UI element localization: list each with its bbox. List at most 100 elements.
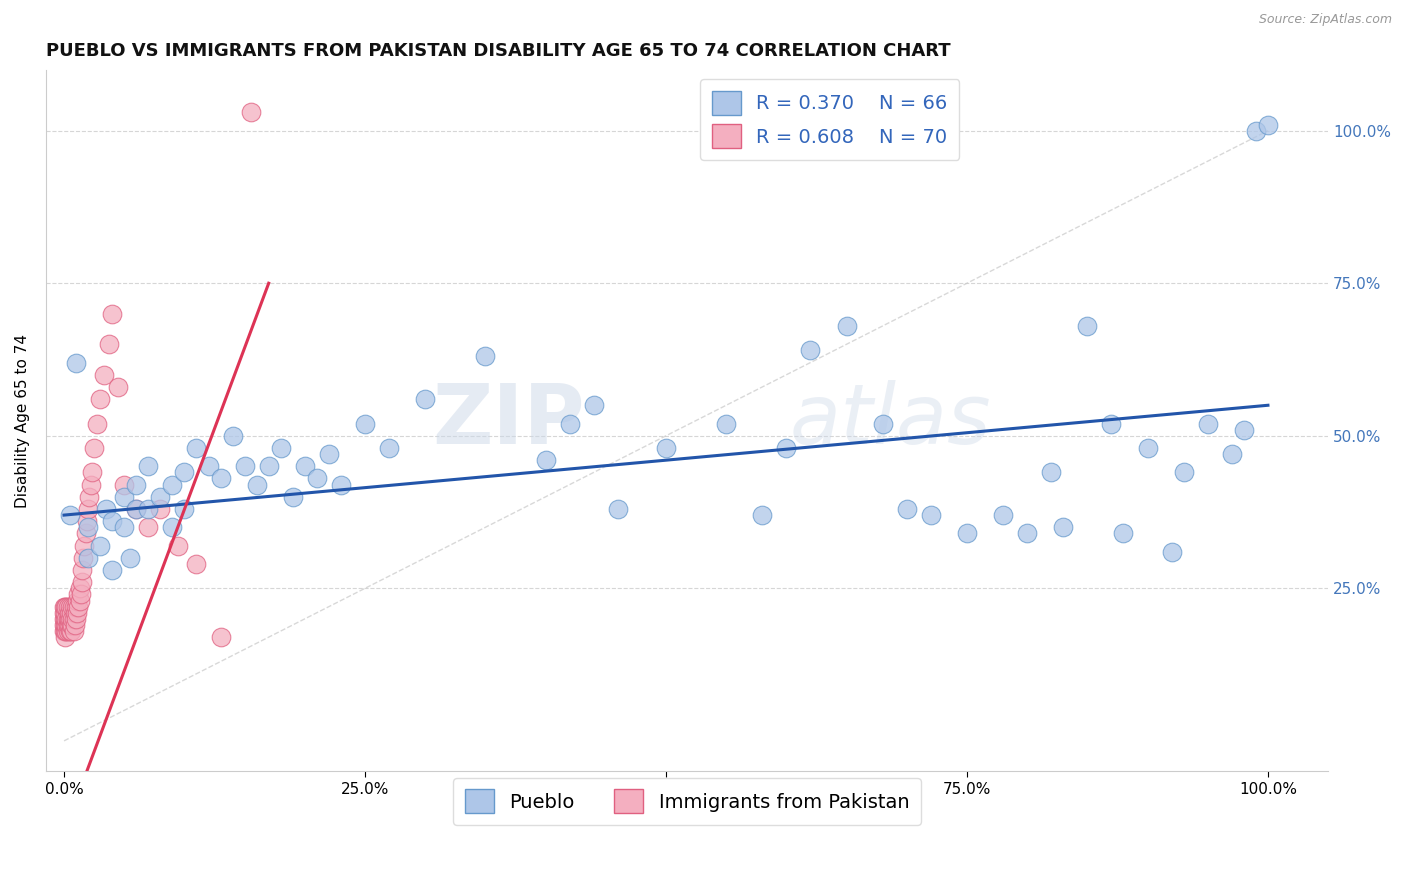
Point xyxy=(239,105,262,120)
Point xyxy=(1112,526,1135,541)
Point xyxy=(149,490,172,504)
Point xyxy=(136,459,159,474)
Point xyxy=(136,520,159,534)
Point xyxy=(872,417,894,431)
Point xyxy=(162,520,184,534)
Point xyxy=(558,417,581,431)
Point xyxy=(60,606,83,620)
Point xyxy=(53,630,76,644)
Point xyxy=(53,599,76,614)
Point xyxy=(1099,417,1122,431)
Point xyxy=(920,508,942,522)
Point xyxy=(63,606,86,620)
Point xyxy=(65,599,87,614)
Point xyxy=(86,417,108,431)
Point xyxy=(58,606,80,620)
Point xyxy=(60,624,83,638)
Point xyxy=(378,441,401,455)
Point xyxy=(53,606,76,620)
Point xyxy=(120,550,142,565)
Point xyxy=(60,618,83,632)
Point xyxy=(67,587,90,601)
Point xyxy=(799,343,821,358)
Point xyxy=(1257,118,1279,132)
Point xyxy=(70,587,93,601)
Point xyxy=(112,490,135,504)
Point xyxy=(73,539,96,553)
Y-axis label: Disability Age 65 to 74: Disability Age 65 to 74 xyxy=(15,334,30,508)
Point xyxy=(318,447,340,461)
Point xyxy=(53,599,76,614)
Point xyxy=(1040,466,1063,480)
Point xyxy=(75,526,97,541)
Point xyxy=(125,477,148,491)
Point xyxy=(209,630,232,644)
Point xyxy=(89,539,111,553)
Point xyxy=(101,563,124,577)
Point xyxy=(62,624,84,638)
Point xyxy=(246,477,269,491)
Point xyxy=(167,539,190,553)
Point xyxy=(173,502,195,516)
Point xyxy=(89,392,111,406)
Point xyxy=(63,618,86,632)
Point xyxy=(305,471,328,485)
Point xyxy=(58,618,80,632)
Point xyxy=(53,606,76,620)
Point xyxy=(53,618,76,632)
Legend: Pueblo, Immigrants from Pakistan: Pueblo, Immigrants from Pakistan xyxy=(453,778,921,825)
Point xyxy=(1220,447,1243,461)
Point xyxy=(233,459,256,474)
Point xyxy=(55,612,77,626)
Point xyxy=(534,453,557,467)
Point xyxy=(65,612,87,626)
Point xyxy=(53,612,76,626)
Point xyxy=(991,508,1014,522)
Point xyxy=(714,417,737,431)
Point xyxy=(80,466,103,480)
Point xyxy=(197,459,219,474)
Point xyxy=(186,441,208,455)
Point xyxy=(76,514,98,528)
Point xyxy=(329,477,352,491)
Point xyxy=(83,441,105,455)
Point xyxy=(72,550,94,565)
Point xyxy=(751,508,773,522)
Point xyxy=(70,575,93,590)
Point xyxy=(77,520,100,534)
Point xyxy=(835,318,858,333)
Point xyxy=(62,612,84,626)
Point xyxy=(1244,123,1267,137)
Point xyxy=(582,398,605,412)
Point xyxy=(55,599,77,614)
Point xyxy=(77,550,100,565)
Point xyxy=(209,471,232,485)
Point xyxy=(53,624,76,638)
Point xyxy=(79,490,101,504)
Point xyxy=(1076,318,1098,333)
Point xyxy=(775,441,797,455)
Point xyxy=(1160,545,1182,559)
Point xyxy=(107,380,129,394)
Point xyxy=(62,599,84,614)
Point xyxy=(66,606,89,620)
Point xyxy=(294,459,316,474)
Text: Source: ZipAtlas.com: Source: ZipAtlas.com xyxy=(1258,13,1392,27)
Point xyxy=(62,618,84,632)
Point xyxy=(1197,417,1219,431)
Point xyxy=(66,593,89,607)
Text: atlas: atlas xyxy=(790,380,991,461)
Point xyxy=(59,599,82,614)
Point xyxy=(125,502,148,516)
Point xyxy=(1017,526,1039,541)
Point xyxy=(413,392,436,406)
Point xyxy=(270,441,292,455)
Point xyxy=(101,514,124,528)
Point xyxy=(69,582,91,596)
Point xyxy=(53,624,76,638)
Point xyxy=(112,477,135,491)
Point xyxy=(56,612,79,626)
Point xyxy=(67,599,90,614)
Point xyxy=(1136,441,1159,455)
Point xyxy=(79,477,101,491)
